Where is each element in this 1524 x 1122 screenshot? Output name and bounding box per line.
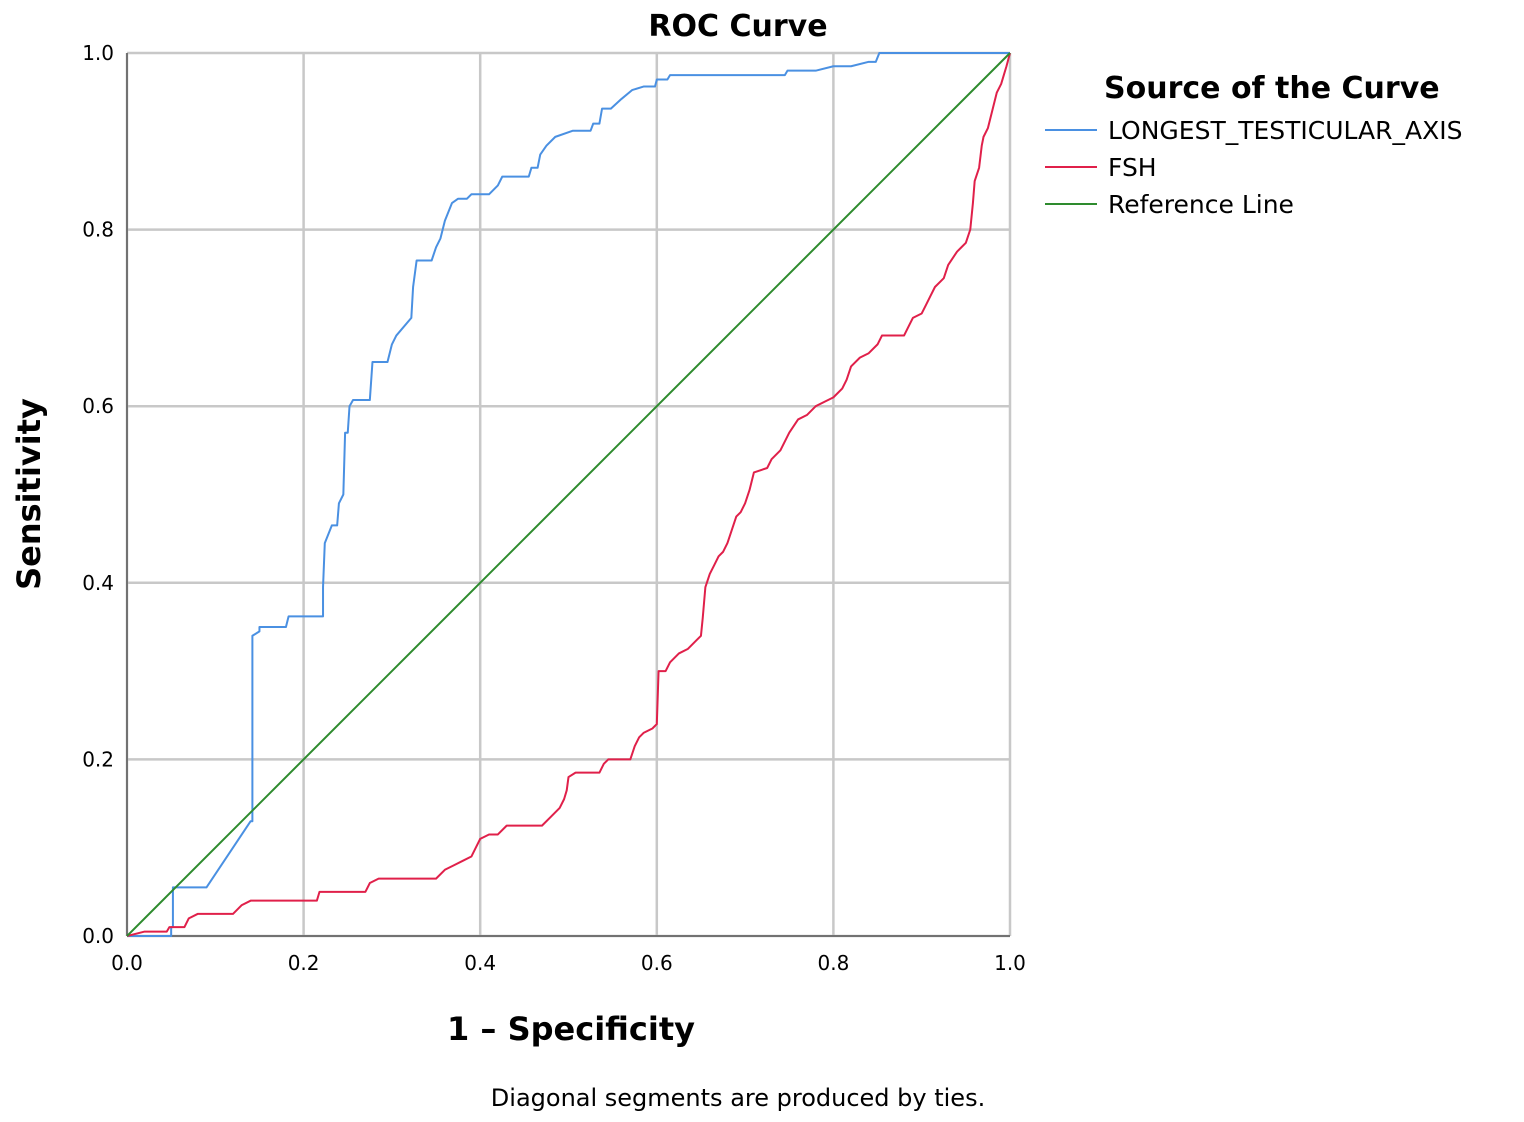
footnote: Diagonal segments are produced by ties.	[491, 1084, 985, 1112]
x-tick-label: 0.6	[641, 951, 673, 975]
y-tick-label: 0.8	[82, 218, 114, 242]
x-tick-label: 1.0	[994, 951, 1026, 975]
legend-label-longest-testicular-axis: LONGEST_TESTICULAR_AXIS	[1108, 116, 1463, 145]
series-line-reference-line	[126, 52, 1011, 937]
x-tick-label: 0.8	[817, 951, 849, 975]
series-line-longest-testicular-axis	[127, 52, 1010, 937]
x-tick-label: 0.0	[111, 951, 143, 975]
y-tick-label: 0.0	[82, 924, 114, 948]
legend-label-reference-line: Reference Line	[1108, 190, 1294, 219]
chart-title: ROC Curve	[648, 9, 827, 44]
series-line-fsh	[126, 52, 1011, 937]
y-tick-label: 0.6	[82, 394, 114, 418]
series-lines	[126, 52, 1011, 937]
y-tick-label: 0.2	[82, 747, 114, 771]
y-axis-title: Sensitivity	[10, 398, 48, 590]
grid	[125, 51, 1012, 938]
x-tick-label: 0.2	[288, 951, 320, 975]
x-tick-labels: 0.0 0.2 0.4 0.6 0.8 1.0	[111, 951, 1026, 975]
x-tick-label: 0.4	[464, 951, 496, 975]
legend: LONGEST_TESTICULAR_AXIS FSH Reference Line	[1045, 116, 1463, 219]
y-tick-label: 1.0	[82, 41, 114, 65]
y-tick-label: 0.4	[82, 571, 114, 595]
legend-title: Source of the Curve	[1104, 71, 1440, 106]
y-tick-labels: 0.0 0.2 0.4 0.6 0.8 1.0	[82, 41, 114, 948]
x-axis-title: 1 – Specificity	[447, 1010, 695, 1048]
legend-label-fsh: FSH	[1108, 153, 1157, 182]
